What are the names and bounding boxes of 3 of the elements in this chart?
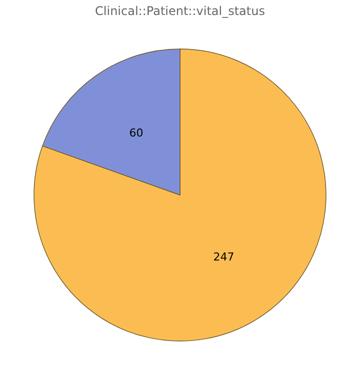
data-label: 60: [129, 126, 144, 140]
data-label: 247: [213, 250, 234, 264]
chart-title: Clinical::Patient::vital_status: [95, 4, 265, 18]
